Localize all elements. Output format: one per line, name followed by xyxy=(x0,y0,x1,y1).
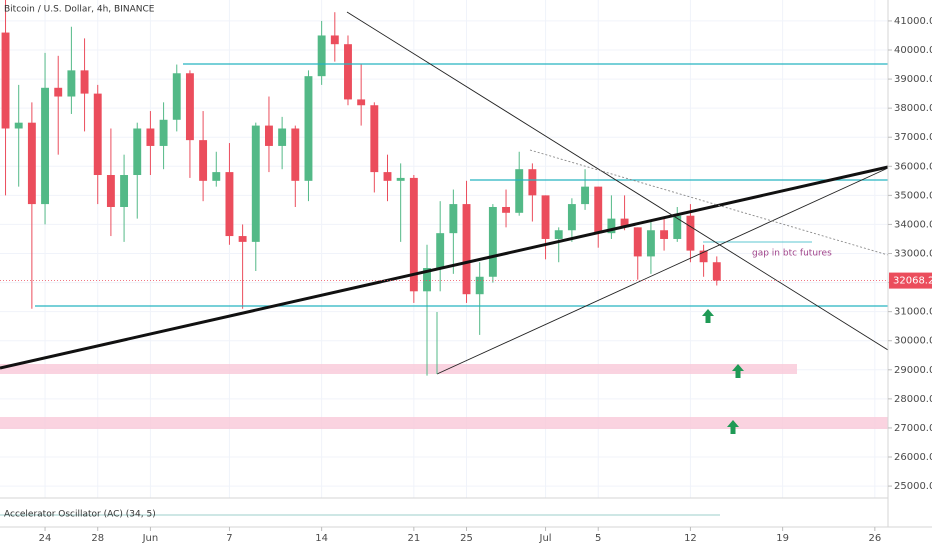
y-tick-label: 36000.00 xyxy=(894,161,932,172)
candle-body xyxy=(409,177,418,292)
candle-body xyxy=(238,236,247,242)
candle-body xyxy=(646,230,655,257)
candle-body xyxy=(436,233,445,269)
y-tick-label: 34000.00 xyxy=(894,219,932,230)
candle-body xyxy=(581,186,590,205)
candle-body xyxy=(607,218,616,234)
candle-body xyxy=(159,119,168,146)
candle-body xyxy=(699,250,708,263)
candle-body xyxy=(502,206,510,213)
arrow xyxy=(732,364,744,378)
candle-body xyxy=(344,44,352,100)
trend-line xyxy=(436,167,889,375)
x-tick-label: Jun xyxy=(142,533,159,544)
candle-body xyxy=(278,128,287,146)
last-price-label: 32068.28 xyxy=(893,276,932,287)
candle-body xyxy=(265,125,273,146)
candle-body xyxy=(27,122,36,205)
candle-body xyxy=(199,140,208,181)
x-tick-label: 25 xyxy=(460,533,473,544)
y-tick-label: 39000.00 xyxy=(894,74,932,85)
indicator-label: Accelerator Oscillator (AC) (34, 5) xyxy=(4,510,156,520)
candle-body xyxy=(67,70,76,97)
x-tick-label: Jul xyxy=(539,533,552,544)
x-tick-label: 21 xyxy=(407,533,420,544)
candle-body xyxy=(686,215,695,251)
candle-body xyxy=(423,268,431,292)
candle-body xyxy=(304,76,313,181)
x-tick-label: 12 xyxy=(684,533,697,544)
candle-body xyxy=(462,204,471,295)
candle-body xyxy=(396,177,405,181)
y-tick-label: 41000.00 xyxy=(894,16,932,27)
y-tick-label: 26000.00 xyxy=(894,452,932,463)
candle-body xyxy=(1,32,10,129)
candle-body xyxy=(673,215,682,239)
candle-body xyxy=(475,276,484,295)
candle-body xyxy=(370,105,379,173)
candle-body xyxy=(620,218,629,228)
y-tick-label: 31000.00 xyxy=(894,307,932,318)
candles xyxy=(1,0,721,376)
arrow xyxy=(702,309,714,323)
last-price-box xyxy=(889,272,932,289)
candle-body xyxy=(120,175,129,207)
candle-body xyxy=(554,230,563,239)
candle-body xyxy=(515,169,524,213)
candle-body xyxy=(291,128,300,181)
candle-body xyxy=(106,175,115,207)
y-tick-label: 28000.00 xyxy=(894,394,932,405)
x-tick-label: 19 xyxy=(776,533,789,544)
x-tick-label: 14 xyxy=(315,533,328,544)
candle-body xyxy=(185,73,194,141)
x-tick-label: 24 xyxy=(39,533,52,544)
y-tick-label: 35000.00 xyxy=(894,190,932,201)
candle-body xyxy=(712,262,721,281)
arrows xyxy=(702,309,744,434)
trend-line xyxy=(0,165,889,370)
candle-body xyxy=(172,73,181,120)
arrow xyxy=(727,420,739,434)
candle-body xyxy=(133,128,142,176)
y-tick-label: 25000.00 xyxy=(894,481,932,492)
candle-body xyxy=(357,99,366,106)
candle-body xyxy=(449,204,458,234)
candle-body xyxy=(54,87,63,97)
candle-body xyxy=(541,195,550,239)
candle-body xyxy=(41,87,49,205)
y-tick-label: 29000.00 xyxy=(894,365,932,376)
x-tick-label: 28 xyxy=(91,533,104,544)
y-tick-label: 40000.00 xyxy=(894,45,932,56)
x-tick-label: 5 xyxy=(595,533,601,544)
candle-body xyxy=(146,128,155,146)
candle-body xyxy=(528,169,537,196)
candle-body xyxy=(488,206,497,277)
chart-title: Bitcoin / U.S. Dollar, 4h, BINANCE xyxy=(4,5,155,15)
candle-body xyxy=(660,230,669,239)
x-tick-label: 26 xyxy=(868,533,881,544)
x-tick-label: 7 xyxy=(226,533,232,544)
candle-body xyxy=(633,227,642,257)
y-tick-label: 38000.00 xyxy=(894,103,932,114)
candle-body xyxy=(225,172,234,237)
y-tick-label: 33000.00 xyxy=(894,249,932,260)
support-zone xyxy=(0,417,888,429)
candle-body xyxy=(594,186,603,234)
trend-line xyxy=(346,11,889,351)
candle-body xyxy=(14,122,23,129)
candle-body xyxy=(330,35,339,45)
candle-body xyxy=(317,35,326,77)
y-tick-label: 37000.00 xyxy=(894,132,932,143)
y-tick-label: 27000.00 xyxy=(894,423,932,434)
candle-body xyxy=(80,70,89,94)
candle-body xyxy=(567,204,576,231)
candle-body xyxy=(383,172,392,181)
y-tick-label: 30000.00 xyxy=(894,336,932,347)
candle-body xyxy=(251,125,260,242)
support-zone xyxy=(0,364,797,374)
candle-body xyxy=(212,172,221,181)
candle-body xyxy=(93,93,102,176)
annotation: gap in btc futures xyxy=(752,249,832,259)
